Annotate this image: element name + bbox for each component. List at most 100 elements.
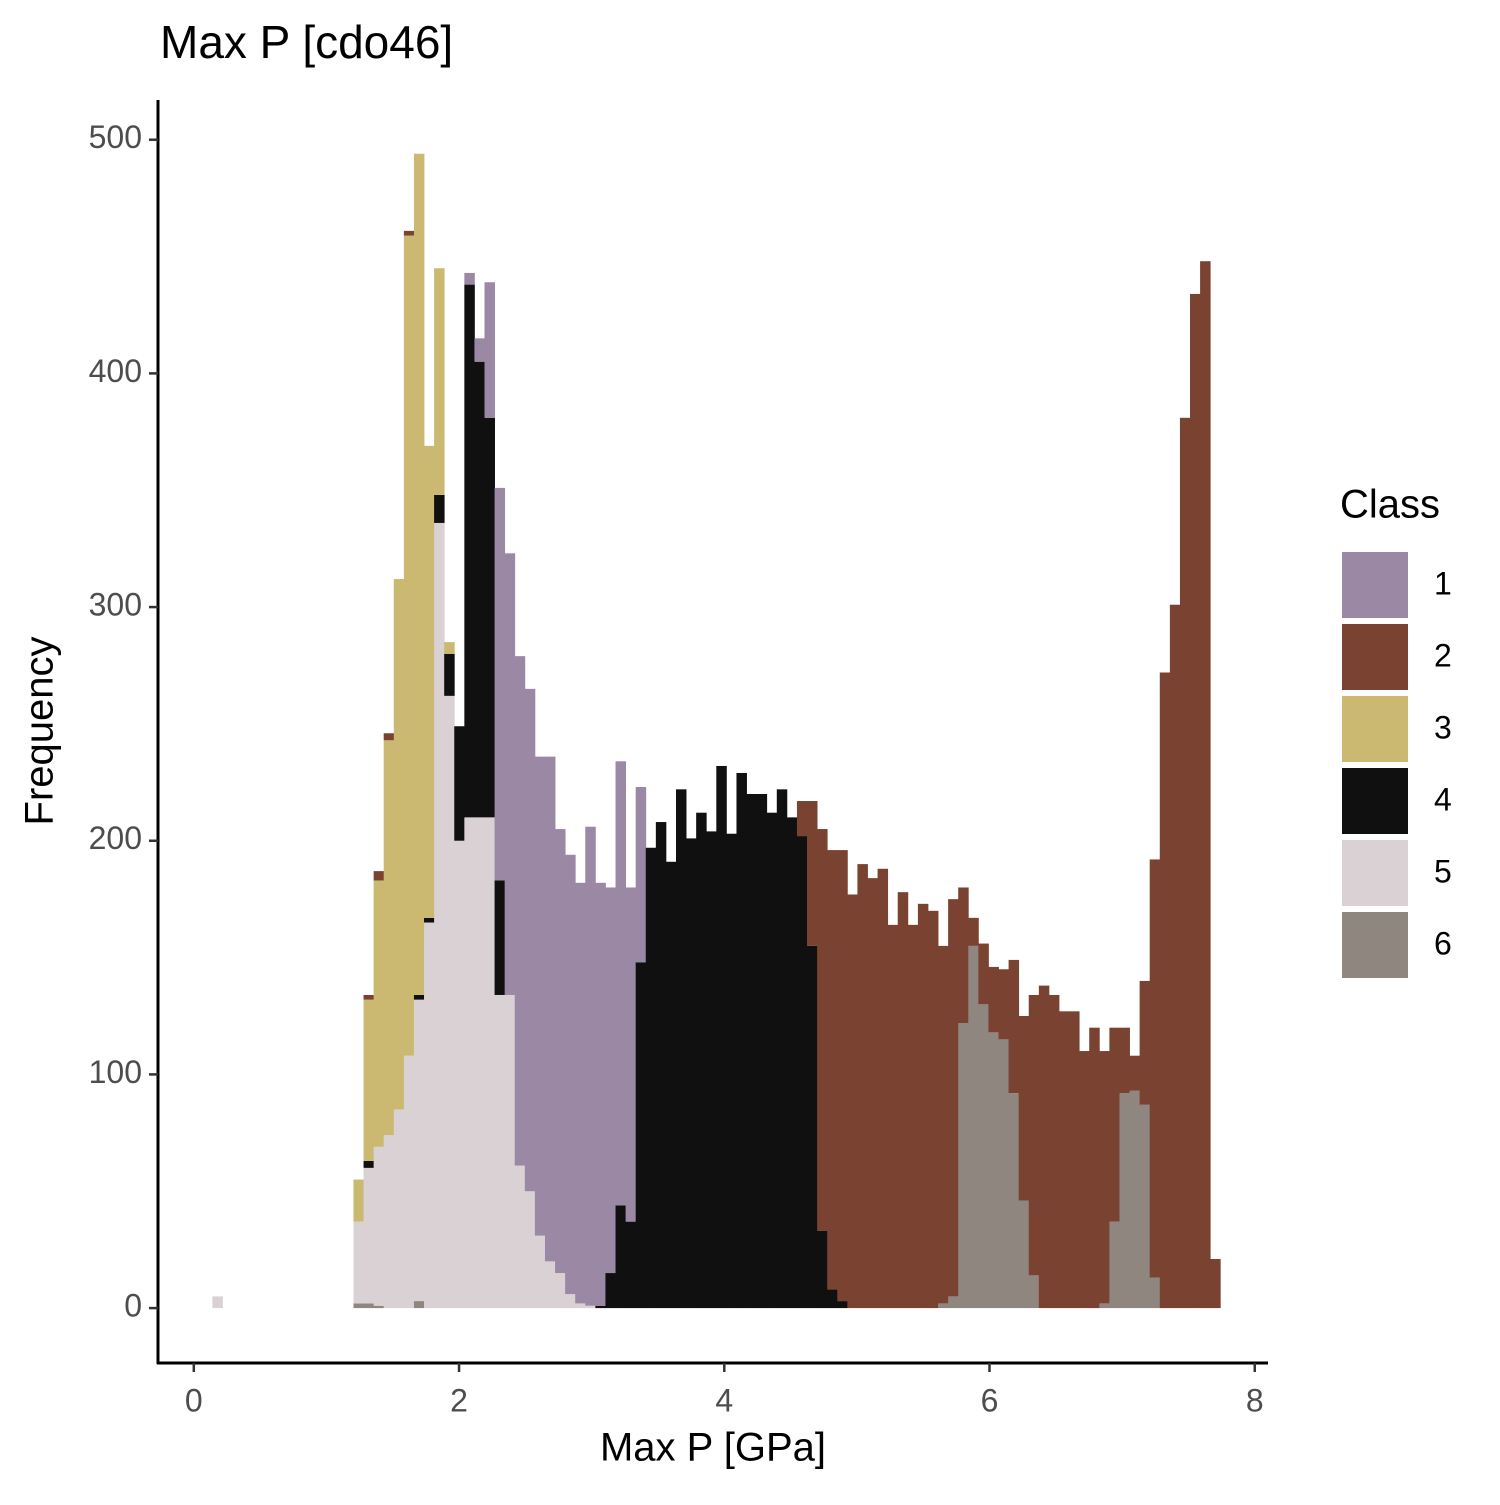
bar [1119,1027,1130,1094]
y-tick-label: 200 [89,820,142,856]
bar [413,1301,425,1309]
bar [1129,1055,1141,1091]
legend-key [1342,912,1408,978]
bar [837,850,848,1302]
bar [998,969,1010,1040]
bar [353,1303,364,1309]
bar [504,553,516,995]
bar [917,903,929,1309]
legend-key [1342,840,1408,906]
chart-title: Max P [cdo46] [160,16,453,68]
bar [645,847,657,1309]
bar [413,994,425,1000]
bar [1069,1011,1080,1309]
bar [1079,1051,1090,1309]
bar [585,1305,596,1309]
bar [595,1305,606,1309]
legend-label: 5 [1434,853,1452,889]
bar [413,153,425,995]
bar [1159,672,1171,1309]
bar [887,924,899,1309]
bar [504,994,516,1309]
bar [1028,994,1040,1276]
bar [403,1055,415,1309]
bar [847,894,858,1309]
bar [877,868,889,1309]
bar [716,765,727,1309]
bar [575,882,586,1304]
bar [625,1221,637,1309]
legend-title: Class [1340,483,1440,527]
bar [484,817,495,1309]
bar [424,445,435,918]
bar [1119,1093,1130,1309]
bar [514,1165,526,1309]
bar [1058,1011,1070,1309]
bar [393,1109,405,1309]
bar [595,882,606,1306]
bar [867,878,878,1309]
bar [1139,1104,1151,1309]
bar [1179,417,1191,1309]
bar [353,1221,364,1304]
bar [383,1135,395,1309]
bar [1089,1027,1100,1309]
bar [676,789,687,1309]
bar [424,922,435,1309]
bar [1099,1051,1110,1304]
bar [958,887,969,1024]
legend-key [1342,768,1408,834]
bar [413,999,425,1302]
x-tick-label: 6 [981,1382,999,1418]
bar [635,786,647,963]
bar [817,1230,828,1309]
bar [605,887,616,1274]
bar [1149,859,1161,1278]
bar [1169,604,1181,1309]
bar [938,945,949,1304]
bar [736,772,747,1309]
bar [444,695,455,1309]
bar [948,1296,959,1309]
bar [1210,1259,1221,1309]
bar [1109,1221,1120,1309]
bar [373,1305,385,1309]
y-tick-label: 500 [89,119,142,155]
bar [978,943,989,1005]
bar [726,833,737,1309]
bar [363,1303,375,1309]
legend-label: 3 [1434,709,1452,745]
bar [1038,985,1050,1309]
bar [1109,1027,1120,1222]
bar [544,756,556,1262]
bar [625,887,637,1222]
bar [1129,1090,1141,1309]
bar [605,1273,616,1309]
y-tick-label: 100 [89,1054,142,1090]
legend-label: 1 [1434,565,1452,601]
x-tick-label: 2 [450,1382,468,1418]
bar [1099,1303,1110,1309]
bar [565,1294,576,1309]
bar [444,642,455,654]
bar [585,826,596,1306]
bar [534,756,546,1236]
legend-label: 6 [1434,925,1452,961]
bar [635,962,647,1309]
bar [948,899,959,1297]
bar [393,579,405,1110]
bar [766,812,778,1309]
bar [796,836,808,1309]
bar [686,838,697,1309]
bar [555,829,566,1274]
bar [403,235,415,1056]
bar [373,1146,385,1306]
bar [212,1296,223,1309]
bar [524,1191,536,1309]
bar [968,917,979,946]
bar [958,1023,969,1309]
bar [494,994,506,1309]
y-tick-label: 400 [89,353,142,389]
bar [1008,959,1020,1094]
